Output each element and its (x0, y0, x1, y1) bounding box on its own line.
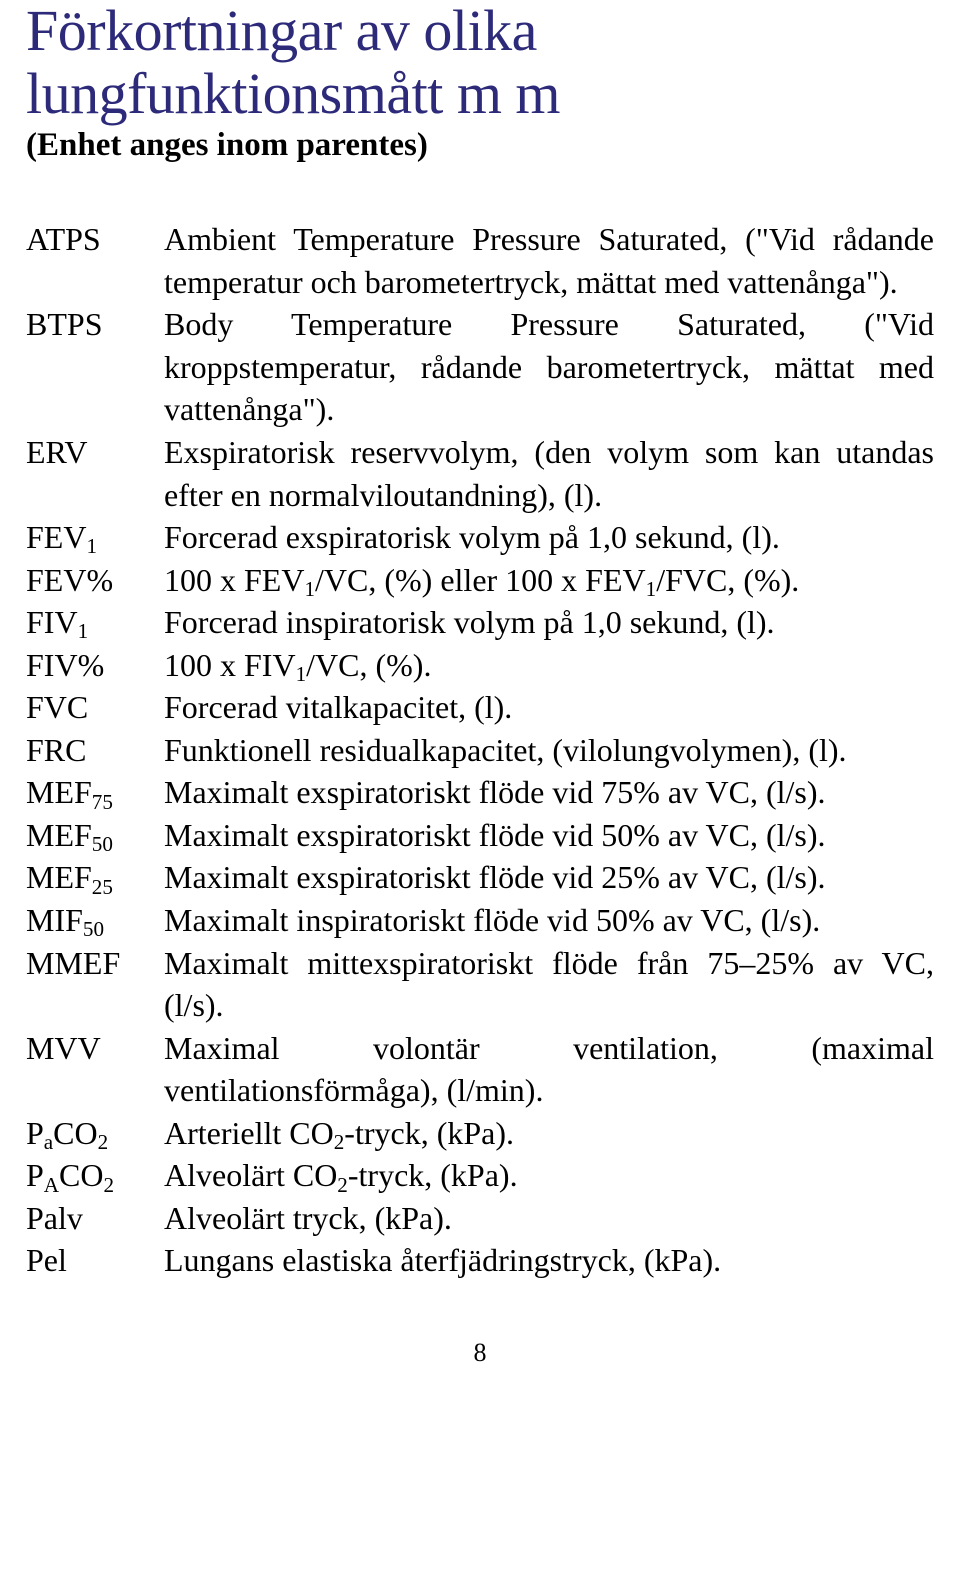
definition-description: Forcerad inspiratorisk volym på 1,0 seku… (164, 601, 934, 644)
definition-term: MIF50 (26, 899, 164, 942)
definition-row: MEF50Maximalt exspiratoriskt flöde vid 5… (26, 814, 934, 857)
definition-term: FEV% (26, 559, 164, 602)
page-number: 8 (26, 1338, 934, 1368)
definition-description: 100 x FIV1/VC, (%). (164, 644, 934, 687)
definition-term: MEF75 (26, 771, 164, 814)
definition-description: Forcerad exspiratorisk volym på 1,0 seku… (164, 516, 934, 559)
definition-description: Lungans elastiska återfjädringstryck, (k… (164, 1239, 934, 1282)
definition-term: FVC (26, 686, 164, 729)
definition-row: FEV1Forcerad exspiratorisk volym på 1,0 … (26, 516, 934, 559)
definition-term: MMEF (26, 942, 164, 985)
definition-description: 100 x FEV1/VC, (%) eller 100 x FEV1/FVC,… (164, 559, 934, 602)
definition-description: Maximalt exspiratoriskt flöde vid 25% av… (164, 856, 934, 899)
definition-row: MMEFMaximalt mittexspiratoriskt flöde fr… (26, 942, 934, 1027)
page-title: Förkortningar av olika lungfunktionsmått… (26, 0, 934, 125)
definition-row: PaCO2Arteriellt CO2-tryck, (kPa). (26, 1112, 934, 1155)
definition-description: Exspiratorisk reservvolym, (den volym so… (164, 431, 934, 516)
definition-description: Maximalt mittexspiratoriskt flöde från 7… (164, 942, 934, 1027)
definition-row: BTPSBody Temperature Pressure Saturated,… (26, 303, 934, 431)
definition-term: ATPS (26, 218, 164, 261)
definition-term: Pel (26, 1239, 164, 1282)
definition-term: FIV1 (26, 601, 164, 644)
definition-term: MVV (26, 1027, 164, 1070)
definition-term: BTPS (26, 303, 164, 346)
definition-row: MEF75Maximalt exspiratoriskt flöde vid 7… (26, 771, 934, 814)
definition-list: ATPSAmbient Temperature Pressure Saturat… (26, 218, 934, 1282)
definition-description: Maximal volontär ventilation, (maximal v… (164, 1027, 934, 1112)
definition-description: Funktionell residualkapacitet, (vilolung… (164, 729, 934, 772)
definition-description: Maximalt exspiratoriskt flöde vid 75% av… (164, 771, 934, 814)
definition-row: PalvAlveolärt tryck, (kPa). (26, 1197, 934, 1240)
definition-row: PACO2Alveolärt CO2-tryck, (kPa). (26, 1154, 934, 1197)
page: Förkortningar av olika lungfunktionsmått… (0, 0, 960, 1408)
definition-row: FIV1Forcerad inspiratorisk volym på 1,0 … (26, 601, 934, 644)
definition-row: ERVExspiratorisk reservvolym, (den volym… (26, 431, 934, 516)
definition-term: PaCO2 (26, 1112, 164, 1155)
definition-row: MVVMaximal volontär ventilation, (maxima… (26, 1027, 934, 1112)
definition-row: PelLungans elastiska återfjädringstryck,… (26, 1239, 934, 1282)
definition-term: FEV1 (26, 516, 164, 559)
definition-description: Maximalt inspiratoriskt flöde vid 50% av… (164, 899, 934, 942)
definition-description: Maximalt exspiratoriskt flöde vid 50% av… (164, 814, 934, 857)
definition-term: FIV% (26, 644, 164, 687)
definition-term: MEF50 (26, 814, 164, 857)
definition-description: Body Temperature Pressure Saturated, ("V… (164, 303, 934, 431)
definition-term: MEF25 (26, 856, 164, 899)
definition-description: Alveolärt tryck, (kPa). (164, 1197, 934, 1240)
definition-term: PACO2 (26, 1154, 164, 1197)
page-subtitle: (Enhet anges inom parentes) (26, 127, 934, 164)
definition-term: FRC (26, 729, 164, 772)
definition-description: Arteriellt CO2-tryck, (kPa). (164, 1112, 934, 1155)
definition-description: Alveolärt CO2-tryck, (kPa). (164, 1154, 934, 1197)
definition-description: Ambient Temperature Pressure Saturated, … (164, 218, 934, 303)
definition-row: FRCFunktionell residualkapacitet, (vilol… (26, 729, 934, 772)
definition-term: ERV (26, 431, 164, 474)
definition-row: FEV%100 x FEV1/VC, (%) eller 100 x FEV1/… (26, 559, 934, 602)
definition-row: FIV%100 x FIV1/VC, (%). (26, 644, 934, 687)
definition-row: ATPSAmbient Temperature Pressure Saturat… (26, 218, 934, 303)
definition-row: MIF50Maximalt inspiratoriskt flöde vid 5… (26, 899, 934, 942)
definition-description: Forcerad vitalkapacitet, (l). (164, 686, 934, 729)
definition-row: MEF25Maximalt exspiratoriskt flöde vid 2… (26, 856, 934, 899)
definition-term: Palv (26, 1197, 164, 1240)
definition-row: FVCForcerad vitalkapacitet, (l). (26, 686, 934, 729)
